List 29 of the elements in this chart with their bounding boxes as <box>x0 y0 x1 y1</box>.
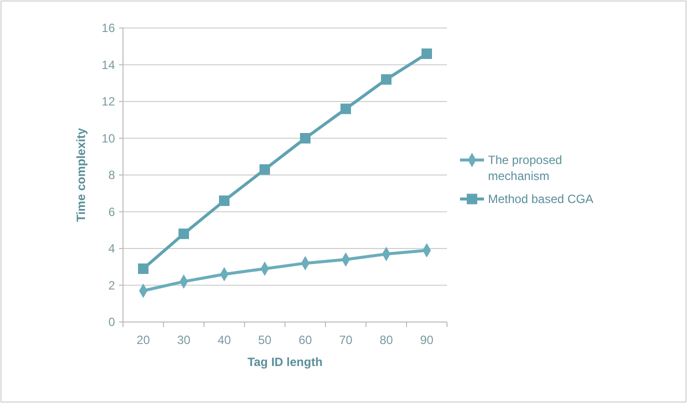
point <box>381 74 392 85</box>
point <box>300 133 310 144</box>
y-tick-label: 0 <box>108 315 116 330</box>
y-tick-label: 10 <box>102 131 116 146</box>
x-tick-label: 70 <box>339 333 353 347</box>
y-tick-label: 12 <box>102 94 116 109</box>
point <box>178 228 189 240</box>
y-axis-title: Time complexity <box>74 128 88 222</box>
x-tick-label: 90 <box>420 333 434 347</box>
point <box>138 263 148 274</box>
x-tick-label: 60 <box>298 333 312 347</box>
y-tick-label: 16 <box>102 21 116 36</box>
legend-label: Method based CGA <box>488 192 594 206</box>
x-tick-label: 80 <box>380 333 394 347</box>
y-tick-label: 14 <box>102 58 116 72</box>
y-tick-label: 4 <box>108 242 116 256</box>
point <box>422 48 432 59</box>
point <box>340 104 351 114</box>
point <box>219 195 230 206</box>
legend-label: The proposed mechanism <box>488 153 562 183</box>
y-tick-label: 2 <box>108 278 116 292</box>
y-tick-label: 6 <box>108 204 116 219</box>
point <box>260 164 270 175</box>
x-axis-title: Tag ID length <box>247 355 323 369</box>
x-tick-label: 20 <box>136 333 150 347</box>
x-tick-label: 30 <box>177 333 191 347</box>
y-tick-label: 8 <box>108 168 116 182</box>
x-tick-label: 50 <box>258 333 272 347</box>
x-tick-label: 40 <box>218 333 232 347</box>
